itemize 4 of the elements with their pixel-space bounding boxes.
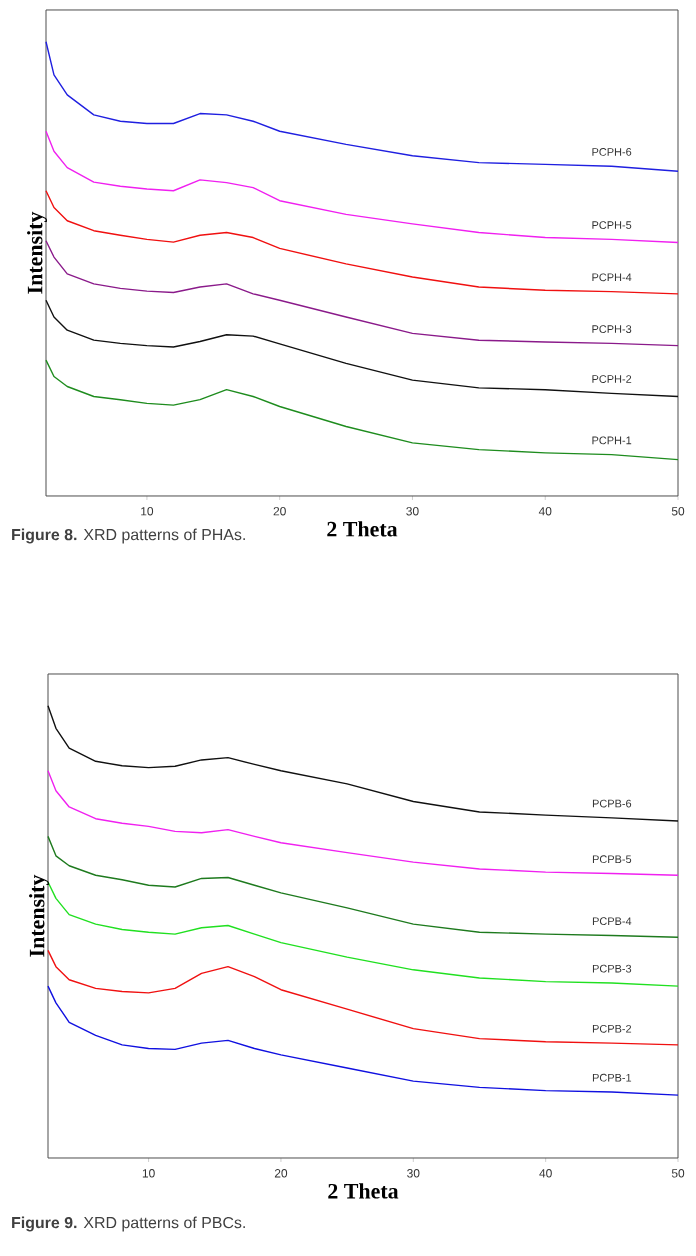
y-axis-title: Intensity (29, 874, 49, 957)
x-axis-title: 2 Theta (328, 1183, 399, 1199)
y-axis-title: Intensity (27, 211, 47, 294)
x-axis-title: 2 Theta (327, 521, 398, 537)
